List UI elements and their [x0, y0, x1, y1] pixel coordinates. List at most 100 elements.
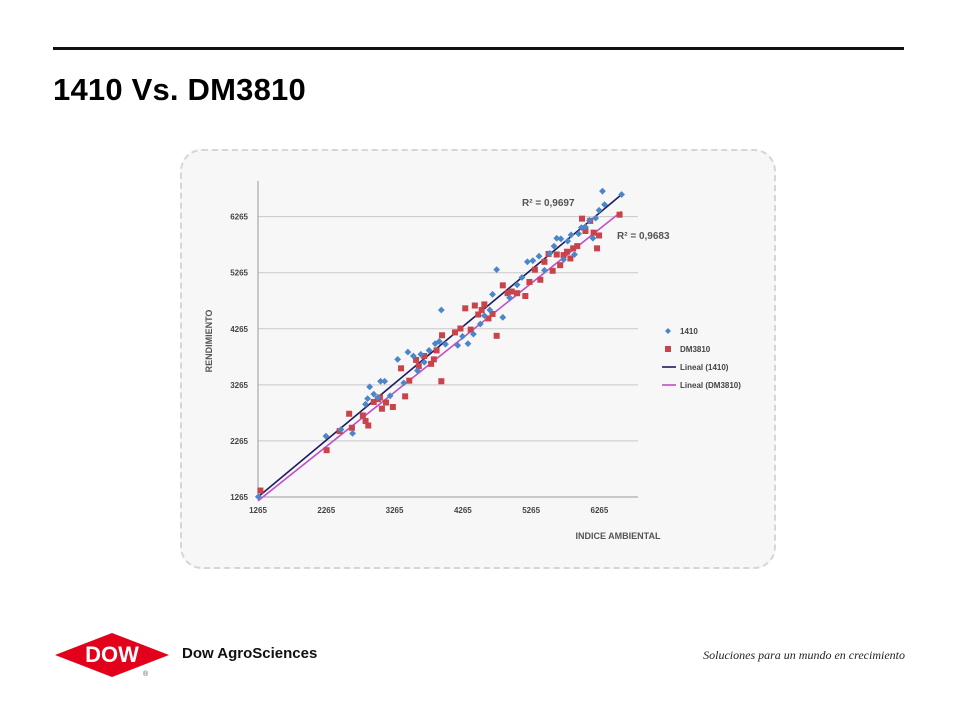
point-dm3810	[537, 276, 544, 283]
point-dm3810	[574, 243, 581, 250]
point-dm3810	[433, 347, 440, 354]
point-dm3810	[346, 410, 353, 417]
point-1410	[349, 429, 356, 437]
point-1410	[560, 256, 567, 263]
point-1410	[337, 426, 345, 433]
point-1410	[493, 266, 501, 274]
point-1410	[577, 224, 585, 232]
point-1410	[409, 352, 417, 360]
legend-label: Lineal (1410)	[680, 363, 729, 372]
point-1410	[553, 234, 561, 242]
point-dm3810	[415, 363, 422, 370]
point-1410	[586, 216, 593, 224]
point-1410	[459, 332, 466, 340]
point-1410	[599, 187, 606, 195]
point-1410	[425, 346, 433, 354]
point-dm3810	[430, 356, 437, 363]
y-tick-label: 2265	[230, 437, 248, 446]
point-1410	[362, 400, 369, 408]
point-1410	[366, 383, 374, 391]
points-layer	[254, 187, 626, 501]
point-dm3810	[406, 377, 413, 384]
point-dm3810	[508, 288, 515, 295]
point-1410	[414, 367, 421, 374]
point-dm3810	[478, 307, 485, 314]
point-1410	[523, 258, 531, 266]
x-axis-label: INDICE AMBIENTAL	[576, 531, 661, 541]
point-dm3810	[398, 365, 405, 372]
point-1410	[437, 306, 445, 314]
point-1410	[486, 306, 494, 314]
x-tick-label: 6265	[591, 506, 609, 515]
dow-logo: DOW ®	[55, 633, 169, 678]
point-1410	[592, 214, 600, 222]
point-dm3810	[348, 424, 355, 431]
point-1410	[454, 341, 462, 349]
point-1410	[567, 231, 575, 239]
point-dm3810	[594, 245, 601, 252]
company-name: Dow AgroSciences	[182, 645, 318, 662]
point-dm3810	[567, 255, 574, 262]
x-tick-label: 4265	[454, 506, 472, 515]
point-dm3810	[451, 329, 458, 336]
point-dm3810	[462, 305, 469, 312]
logo-text: DOW	[85, 642, 139, 667]
point-dm3810	[553, 251, 560, 258]
legend-marker-diamond	[665, 328, 671, 334]
point-1410	[470, 330, 477, 338]
y-tick-label: 4265	[230, 325, 248, 334]
scatter-chart: 1265 2265 3265 4265 5265 6265 1265 2265 3265 4265…	[204, 181, 741, 541]
tagline: Soluciones para un mundo en crecimiento	[703, 648, 905, 662]
point-1410	[417, 350, 425, 358]
point-dm3810	[531, 266, 538, 273]
point-dm3810	[428, 360, 435, 367]
point-1410	[595, 206, 603, 214]
r2-label-1410: R² = 0,9697	[522, 198, 575, 209]
point-dm3810	[467, 326, 474, 333]
point-1410	[420, 358, 428, 366]
point-dm3810	[421, 352, 428, 359]
x-tick-label: 1265	[249, 506, 267, 515]
y-axis-label: RENDIMIENTO	[204, 310, 214, 373]
point-1410	[254, 493, 262, 501]
point-1410	[322, 432, 330, 440]
point-1410	[400, 379, 408, 387]
point-1410	[364, 395, 371, 403]
point-dm3810	[485, 315, 492, 322]
chart-frame: 1265 2265 3265 4265 5265 6265 1265 2265 3265 4265…	[180, 149, 776, 569]
point-1410	[541, 266, 548, 274]
legend-item-lineal-1410: Lineal (1410)	[662, 363, 729, 372]
point-dm3810	[489, 310, 496, 317]
point-dm3810	[504, 290, 511, 297]
point-dm3810	[570, 245, 577, 252]
r2-label-dm3810: R² = 0,9683	[617, 231, 670, 242]
point-dm3810	[522, 293, 529, 300]
point-dm3810	[549, 267, 556, 274]
point-1410	[489, 290, 496, 298]
point-dm3810	[471, 302, 478, 309]
point-1410	[381, 377, 389, 385]
point-dm3810	[359, 412, 366, 419]
label-layer: R² = 0,9697 R² = 0,9683	[522, 198, 670, 242]
point-dm3810	[475, 311, 482, 318]
point-1410	[386, 392, 394, 400]
legend: 1410 DM3810 Lineal (1410) Lineal (DM3810)	[662, 327, 741, 390]
legend-item-1410: 1410	[665, 327, 698, 336]
point-dm3810	[499, 282, 506, 289]
point-dm3810	[560, 252, 567, 259]
point-dm3810	[582, 227, 589, 234]
point-dm3810	[596, 232, 603, 239]
point-dm3810	[579, 215, 586, 222]
y-tick-label: 5265	[230, 269, 248, 278]
legend-label: 1410	[680, 327, 698, 336]
legend-label: Lineal (DM3810)	[680, 381, 741, 390]
x-tick-label: 3265	[386, 506, 404, 515]
point-dm3810	[590, 229, 597, 236]
y-tick-label: 6265	[230, 213, 248, 222]
point-dm3810	[439, 332, 446, 339]
logo-diamond	[55, 633, 169, 677]
point-1410	[480, 312, 488, 320]
point-1410	[506, 294, 514, 302]
point-dm3810	[557, 262, 564, 269]
point-1410	[464, 340, 472, 348]
